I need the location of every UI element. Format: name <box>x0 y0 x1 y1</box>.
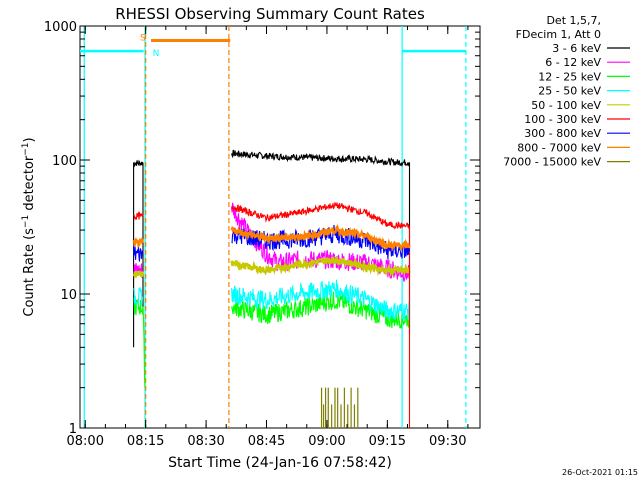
x-tick-label-3: 08:45 <box>248 434 285 449</box>
flag-label-0: S <box>140 33 146 43</box>
x-tick-label-6: 09:30 <box>429 434 466 449</box>
plot-frame <box>79 25 481 429</box>
x-tick-label-0: 08:00 <box>67 434 104 449</box>
legend-label-5: 100 - 300 keV <box>524 113 601 126</box>
footer-date: 26-Oct-2021 01:15 <box>562 468 638 477</box>
y-tick-label-1: 10 <box>60 288 77 303</box>
series-line-2-0 <box>133 297 146 388</box>
flag-label-1: N <box>153 49 160 59</box>
y-tick-label-2: 100 <box>52 154 77 169</box>
y-tick-label-3: 1000 <box>44 20 77 35</box>
x-tick-label-1: 08:15 <box>127 434 164 449</box>
legend-label-0: 3 - 6 keV <box>552 42 601 55</box>
series-line-0-0 <box>133 159 144 348</box>
legend-label-3: 25 - 50 keV <box>538 85 601 98</box>
series-line-1-1 <box>231 202 410 282</box>
series-line-5-0 <box>133 211 144 221</box>
series-line-7-0 <box>132 236 145 249</box>
legend-label-6: 300 - 800 keV <box>524 127 601 140</box>
y-tick-label-0: 1 <box>69 422 77 437</box>
x-axis-label: Start Time (24-Jan-16 07:58:42) <box>168 455 392 471</box>
x-tick-label-5: 09:15 <box>369 434 406 449</box>
x-tick-label-4: 09:00 <box>308 434 345 449</box>
series-line-3-1 <box>231 279 411 320</box>
legend-header-1: FDecim 1, Att 0 <box>516 28 601 41</box>
chart-title: RHESSI Observing Summary Count Rates <box>115 5 425 23</box>
series-line-4-1 <box>230 255 411 278</box>
series-line-7-1 <box>230 223 411 252</box>
series-line-3-0 <box>133 286 144 306</box>
axis-ticks: 08:00 08:15 08:30 08:45 09:00 09:15 09:30 1 10 10… <box>44 20 480 449</box>
legend-label-4: 50 - 100 keV <box>531 99 601 112</box>
series-line-5-1 <box>231 202 411 428</box>
series-line-0-1 <box>231 149 411 335</box>
series-line-4-0 <box>132 270 145 278</box>
plot-area: SN <box>80 26 467 428</box>
legend-label-8: 7000 - 15000 keV <box>503 156 601 169</box>
x-tick-label-2: 08:30 <box>187 434 224 449</box>
legend-label-7: 800 - 7000 keV <box>517 141 601 154</box>
y-axis-label: Count Rate (s−1 detector−1) <box>21 137 37 316</box>
legend-header-0: Det 1,5,7, <box>546 14 601 27</box>
legend-label-1: 6 - 12 keV <box>545 56 601 69</box>
legend-label-2: 12 - 25 keV <box>538 70 601 83</box>
series-line-6-0 <box>133 245 144 262</box>
